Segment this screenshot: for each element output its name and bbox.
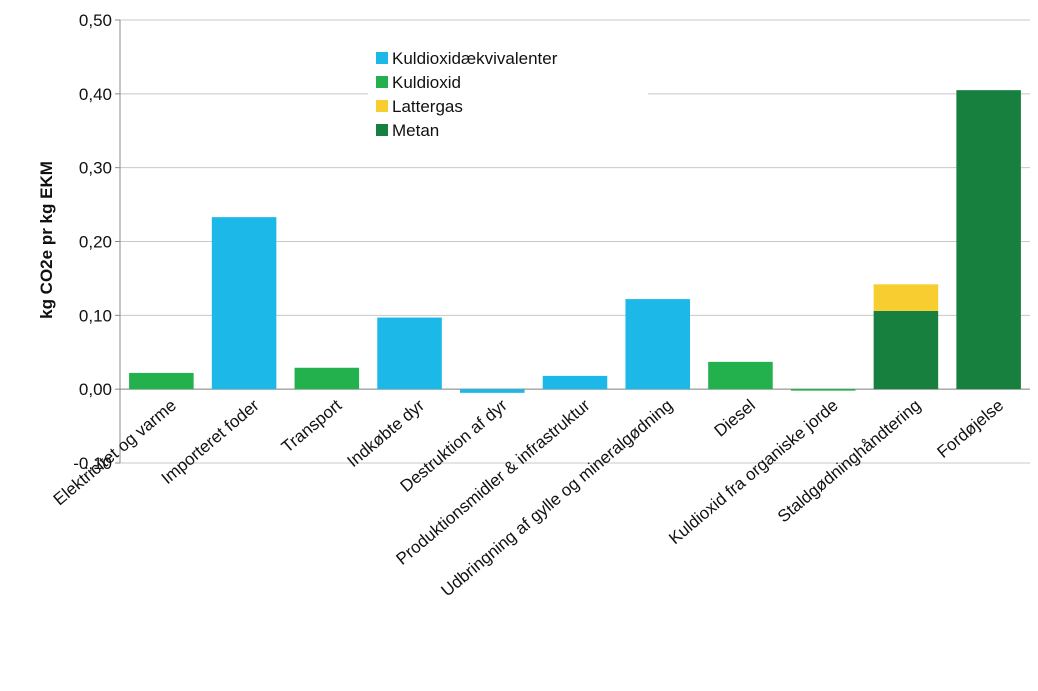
legend-label: Kuldioxid — [392, 73, 461, 92]
bar-segment — [211, 217, 277, 390]
legend-swatch — [376, 124, 388, 136]
bar-segment — [542, 375, 608, 390]
legend-label: Lattergas — [392, 97, 463, 116]
legend-background — [368, 44, 648, 154]
y-tick-label: 0,00 — [79, 380, 112, 399]
legend-swatch — [376, 76, 388, 88]
x-tick-label: Kuldioxid fra organiske jorde — [665, 396, 842, 548]
y-tick-label: 0,10 — [79, 306, 112, 325]
bar-segment — [625, 299, 690, 390]
x-tick-label: Diesel — [711, 396, 759, 441]
legend: Kuldioxidækvivalenter Kuldioxid Lattergas M… — [368, 44, 648, 154]
bar-segment — [873, 310, 939, 390]
bar-segment — [377, 317, 442, 390]
bar-segment — [873, 284, 939, 311]
x-tick-label: Fordøjelse — [933, 396, 1007, 462]
x-tick-label: Indkøbte dyr — [344, 395, 429, 471]
legend-label: Kuldioxidækvivalenter — [392, 49, 558, 68]
x-tick-label: Elektricitet og varme — [50, 396, 180, 510]
y-tick-label: -0,10 — [73, 454, 112, 473]
x-tick-label: Staldgødninghåndtering — [774, 396, 925, 527]
x-tick-label: Transport — [278, 396, 346, 457]
bar-segment — [129, 372, 194, 390]
bar-segment — [708, 361, 773, 390]
bar-segment — [790, 389, 856, 391]
bar-segment — [956, 90, 1021, 390]
legend-swatch — [376, 100, 388, 112]
legend-label: Metan — [392, 121, 439, 140]
y-tick-label: 0,30 — [79, 159, 112, 178]
y-tick-label: 0,20 — [79, 233, 112, 252]
y-tick-label: 0,50 — [79, 11, 112, 30]
bar-segment — [460, 389, 525, 393]
legend-swatch — [376, 52, 388, 64]
bar-segment — [294, 367, 360, 390]
y-tick-label: 0,40 — [79, 85, 112, 104]
y-axis-label: kg CO2e pr kg EKM — [37, 161, 56, 319]
